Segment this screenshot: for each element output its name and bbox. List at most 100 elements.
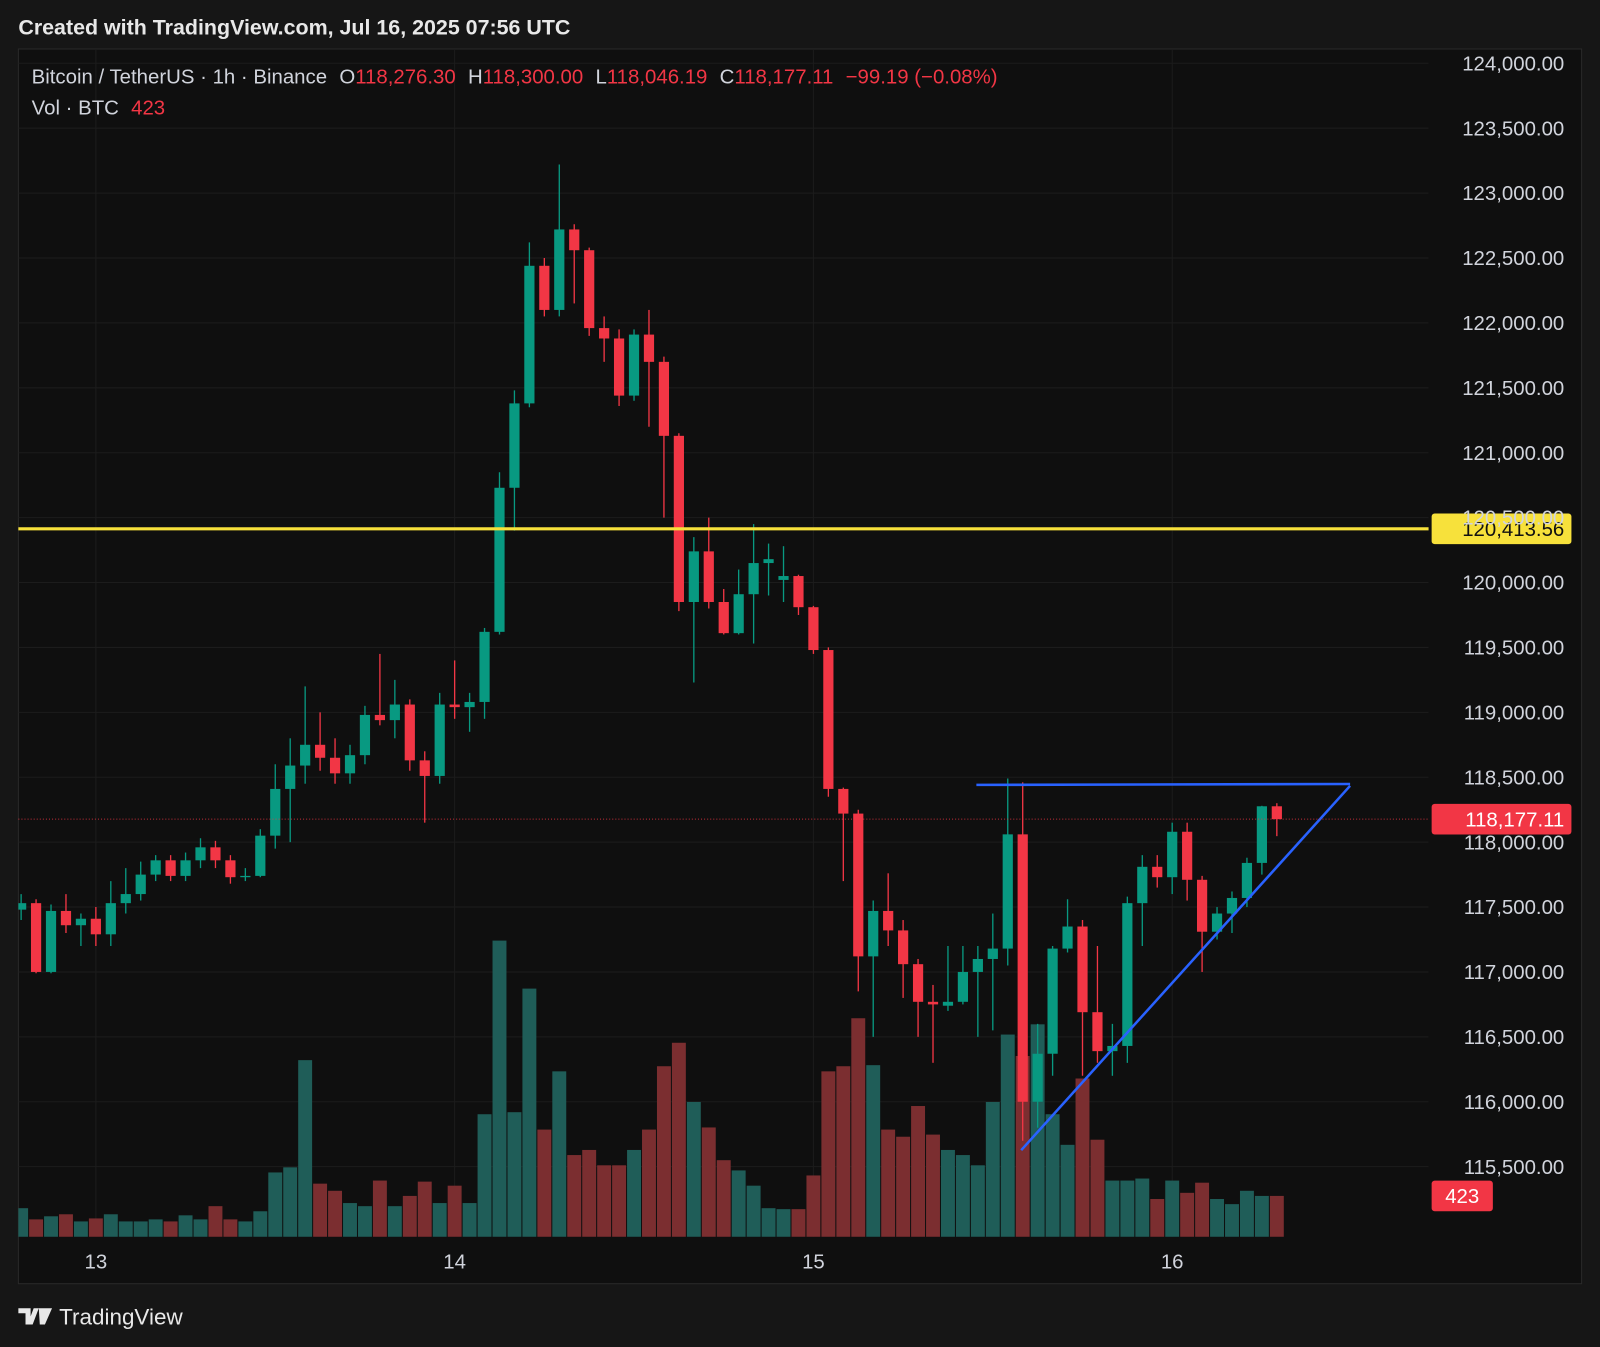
volume-bar	[761, 1208, 776, 1237]
volume-bar	[1254, 1195, 1269, 1237]
candle-body	[718, 601, 729, 634]
candle-body	[195, 847, 206, 861]
volume-bar	[955, 1155, 970, 1237]
candle-body	[972, 958, 983, 972]
legend-volume: Vol · BTC 423	[32, 97, 166, 119]
candle-body	[1017, 834, 1028, 1102]
volume-bar	[372, 1180, 387, 1237]
legend-main: Bitcoin / TetherUS · 1h · Binance O118,27…	[32, 67, 998, 89]
x-tick-label: 14	[443, 1251, 466, 1273]
candle-body	[1047, 948, 1058, 1054]
axes: 115,500.00 116,000.00 116,500.00 117,000.00…	[85, 53, 1565, 1273]
volume-bar	[537, 1129, 552, 1237]
candle-body	[464, 701, 475, 708]
logo-mark	[18, 1308, 53, 1325]
volume-bar	[148, 1219, 163, 1237]
hline-label-box	[1431, 513, 1572, 545]
volume-bar	[59, 1214, 73, 1237]
volume-bar	[776, 1209, 791, 1237]
logo-text: TradingView	[59, 1305, 183, 1330]
candle-body	[793, 576, 804, 608]
candle-body	[105, 903, 116, 935]
volume-bar	[701, 1127, 716, 1237]
y-tick-label: 119,000.00	[1464, 702, 1565, 724]
hline-label-text: 120,413.56	[1462, 519, 1564, 541]
candle-body	[359, 714, 371, 756]
candle-body	[823, 650, 834, 789]
candle-body	[285, 765, 296, 789]
y-tick-label: 122,000.00	[1462, 313, 1564, 335]
x-tick-label: 15	[802, 1251, 825, 1273]
volume-bar	[851, 1018, 866, 1237]
candle-body	[688, 551, 699, 602]
volume-bar	[402, 1195, 417, 1237]
candle-body	[1032, 1053, 1043, 1102]
candle-body	[1211, 913, 1223, 932]
x-tick-label: 16	[1161, 1251, 1184, 1273]
candle-body	[628, 334, 640, 396]
volume-bar	[283, 1167, 298, 1237]
candle-body	[748, 563, 759, 595]
candle-body	[539, 265, 550, 310]
volume-bar	[1269, 1195, 1284, 1237]
candle-body	[1241, 862, 1253, 898]
candle-body	[1062, 926, 1073, 949]
volume-bar	[985, 1101, 1000, 1237]
candle-body	[599, 328, 610, 339]
volume-bar	[642, 1129, 656, 1237]
volume-bar	[552, 1071, 567, 1237]
y-tick-label: 118,500.00	[1464, 767, 1565, 789]
candle-body	[60, 910, 72, 926]
y-tick-label: 120,500.00	[1462, 508, 1564, 530]
candle-body	[165, 860, 176, 876]
volume-bar	[29, 1219, 44, 1237]
price-label-box	[1431, 803, 1572, 835]
volume-bar	[178, 1215, 193, 1237]
volume-bar	[656, 1066, 671, 1237]
volume-bar	[88, 1218, 103, 1237]
candle-body	[509, 403, 520, 488]
y-tick-label: 122,500.00	[1462, 248, 1564, 270]
candle-body	[45, 910, 57, 972]
volume-bar	[612, 1165, 627, 1237]
candle-body	[419, 760, 430, 776]
volume-bar	[671, 1042, 686, 1237]
candle-body	[912, 964, 924, 1002]
candle-body	[524, 265, 535, 404]
volume-bar	[1239, 1190, 1254, 1237]
volume-value: 423	[131, 97, 165, 119]
candle-body	[643, 334, 655, 362]
candle-body	[1196, 879, 1208, 932]
candle-body	[883, 910, 894, 931]
volume-bar	[791, 1209, 806, 1237]
logo: TradingView	[18, 1305, 183, 1330]
volume-bar	[522, 988, 537, 1237]
header: Created with TradingView.com, Jul 16, 20…	[18, 16, 570, 40]
volume-bar	[896, 1136, 911, 1237]
x-tick-label: 13	[85, 1251, 108, 1273]
candle-body	[942, 1001, 954, 1006]
candle-body	[703, 551, 714, 602]
volume-bar	[477, 1114, 492, 1237]
y-tick-label: 117,000.00	[1464, 962, 1565, 984]
low-key: L	[596, 67, 607, 89]
volume-bar	[447, 1185, 462, 1237]
volume-bar	[223, 1219, 238, 1237]
candle-body	[987, 948, 998, 959]
volume-bar	[926, 1134, 940, 1237]
volume-bar	[387, 1206, 402, 1237]
volume-bar	[582, 1149, 597, 1237]
volume-bar	[881, 1129, 896, 1237]
candle-body	[613, 338, 625, 396]
volume-bar	[911, 1106, 926, 1237]
candle-body	[1152, 866, 1163, 878]
volume-bar	[1060, 1144, 1075, 1237]
candle-body	[1271, 806, 1282, 820]
y-tick-label: 117,500.00	[1464, 897, 1565, 919]
volume-bar	[1000, 1034, 1015, 1237]
volume-bar	[1165, 1180, 1180, 1237]
volume-bar	[1090, 1139, 1105, 1237]
y-tick-label: 119,500.00	[1464, 638, 1565, 660]
change: −99.19 (−0.08%)	[846, 67, 998, 89]
volume-bar	[597, 1165, 612, 1237]
